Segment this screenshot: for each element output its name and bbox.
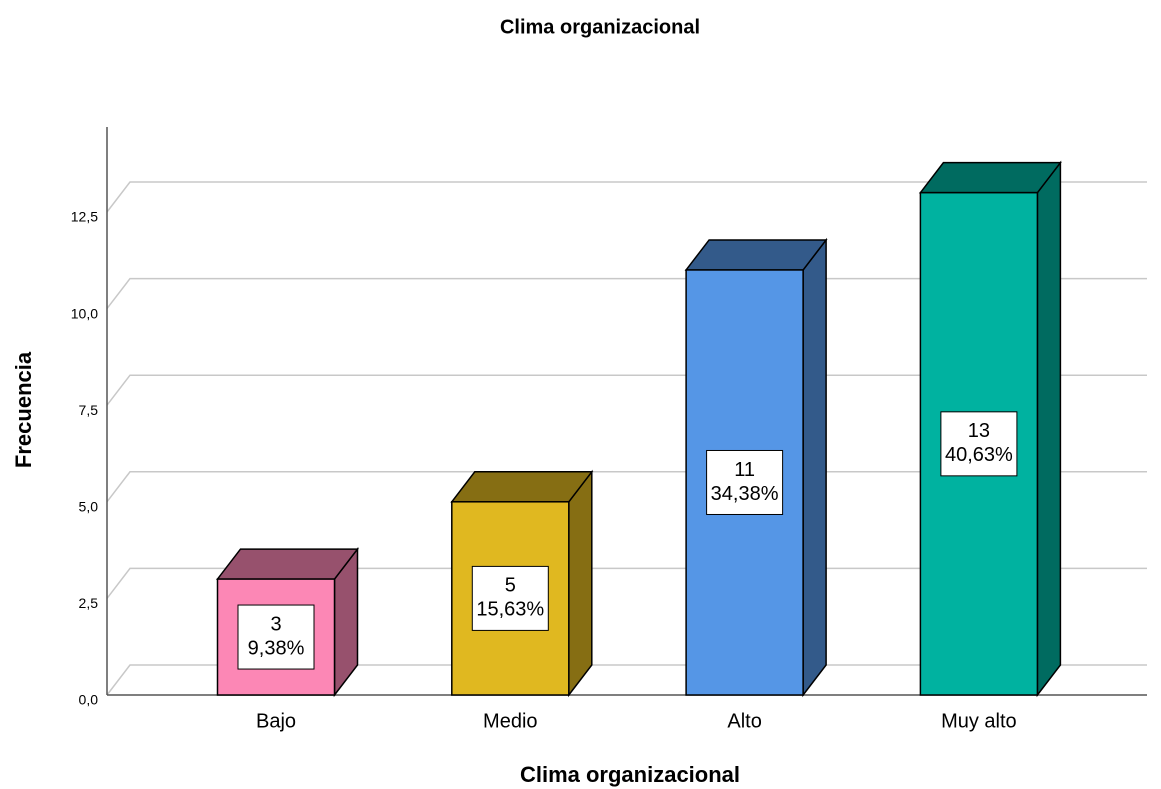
data-label-percent: 40,63% [945,444,1013,466]
bar-top [918,161,1062,194]
y-tick-label: 10,0 [71,305,98,321]
grid-line [106,181,1147,213]
bar-side [1036,160,1062,698]
data-label-box [940,411,1018,477]
y-axis-title: Frecuencia [11,351,36,468]
data-label-box [706,449,784,515]
x-tick-label: Medio [483,710,537,732]
y-tick-label: 5,0 [79,499,99,515]
data-label-percent: 34,38% [711,483,779,505]
data-label: 5 [505,575,516,597]
y-tick-label: 7,5 [79,402,99,418]
bar-side [568,469,593,698]
bar-top [450,471,594,503]
data-label-percent: 9,38% [248,637,305,659]
x-tick-label: Bajo [256,710,296,732]
data-label: 13 [968,420,990,442]
chart-title: Clima organizacional [500,16,700,38]
y-tick-label: 12,5 [71,209,98,225]
y-tick-label: 0,0 [79,692,99,708]
data-label-box [237,604,315,670]
y-tick-label: 2,5 [79,595,99,611]
data-label: 3 [270,613,281,635]
x-axis-title: Clima organizacional [520,762,740,787]
data-label-percent: 15,63% [476,599,544,621]
x-tick-label: Muy alto [941,710,1017,732]
bar-side [802,237,827,698]
bar-top [215,548,360,580]
x-tick-label: Alto [727,710,761,732]
data-label-box [471,565,549,631]
data-label: 11 [734,459,755,481]
bar-top [684,239,828,271]
